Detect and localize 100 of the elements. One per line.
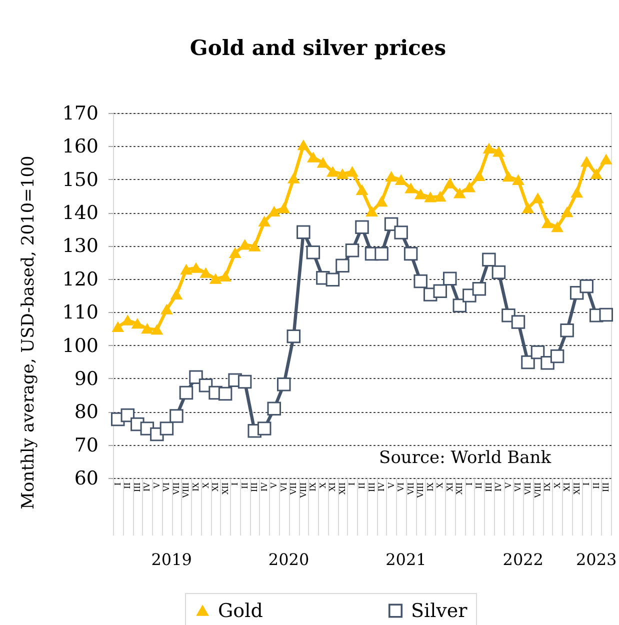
point — [376, 196, 388, 207]
x-tick-label: XI — [445, 482, 454, 492]
point — [464, 182, 476, 192]
x-tick-label: II — [358, 482, 366, 489]
y-tick-label: 140 — [62, 202, 98, 224]
point — [474, 171, 485, 182]
y-tick-label: 170 — [62, 102, 98, 124]
point — [278, 203, 290, 214]
point — [424, 192, 436, 202]
x-tick-label: IX — [308, 482, 318, 492]
x-tick-label: IX — [426, 482, 435, 492]
x-tick-label: I — [348, 482, 357, 486]
point — [599, 308, 613, 322]
text: 2019 — [151, 550, 192, 569]
point — [386, 172, 397, 182]
point — [532, 193, 544, 204]
point — [530, 345, 545, 360]
text: 2022 — [502, 550, 544, 569]
point — [345, 244, 360, 258]
y-tick-label: 150 — [62, 168, 98, 191]
point — [257, 422, 272, 436]
point — [443, 272, 457, 286]
text: 2023 — [576, 550, 617, 569]
point — [404, 246, 418, 261]
x-tick-label: X — [318, 482, 328, 488]
y-tick-label: 80 — [74, 401, 98, 424]
point — [600, 154, 612, 164]
point — [346, 166, 358, 177]
point — [151, 324, 163, 335]
point — [512, 175, 524, 185]
x-tick-label: V — [504, 482, 513, 490]
x-tick-label: V — [270, 482, 279, 490]
text: 2021 — [386, 550, 426, 569]
point — [560, 323, 574, 338]
x-tick-label: IV — [494, 482, 504, 492]
point — [306, 245, 320, 260]
x-tick-label: II — [240, 482, 250, 489]
x-tick-label: I — [230, 482, 240, 486]
x-tick-label: II — [123, 482, 132, 489]
point — [170, 290, 182, 300]
point — [452, 298, 467, 312]
chart-title: Gold and silver prices — [190, 35, 446, 60]
point — [336, 169, 348, 180]
point — [248, 241, 260, 252]
point — [394, 226, 408, 240]
point — [366, 206, 378, 217]
point — [521, 355, 535, 370]
point — [590, 169, 602, 180]
x-tick-label: V — [152, 482, 162, 490]
y-tick-label: 60 — [74, 468, 98, 490]
x-tick-label: VI — [279, 482, 288, 492]
point — [122, 315, 134, 326]
point — [286, 329, 301, 344]
point — [268, 206, 280, 217]
point — [277, 378, 291, 392]
point — [492, 265, 506, 280]
point — [483, 144, 495, 154]
x-tick-label: VII — [172, 482, 181, 496]
x-tick-label: IV — [260, 482, 269, 492]
legend-label: Silver — [411, 600, 468, 622]
x-tick-label: XI — [562, 482, 572, 492]
x-tick-label: I — [582, 482, 592, 486]
point — [190, 262, 202, 273]
point — [571, 188, 582, 198]
point — [267, 402, 281, 416]
x-tick-label: X — [201, 482, 210, 488]
x-tick-label: VIII — [182, 482, 191, 499]
point — [550, 349, 564, 364]
point — [327, 166, 338, 177]
x-tick-label: IV — [377, 482, 386, 492]
x-tick-label: VIII — [298, 482, 308, 499]
point — [229, 248, 241, 258]
point — [482, 252, 496, 267]
point — [180, 264, 192, 275]
point — [414, 189, 426, 200]
x-tick-label: XII — [455, 482, 464, 495]
point — [580, 279, 594, 294]
point — [161, 304, 172, 314]
y-axis-title: Monthly average, USD-based, 2010=100 — [18, 156, 38, 510]
point — [511, 315, 526, 329]
y-tick-label: 70 — [74, 434, 98, 456]
point — [433, 284, 447, 298]
x-tick-label: XI — [211, 482, 220, 492]
x-tick-label: XII — [338, 482, 347, 495]
point — [580, 156, 592, 167]
point — [288, 173, 300, 184]
x-tick-label: VIII — [416, 482, 426, 499]
x-tick-label: V — [386, 482, 396, 490]
point — [454, 188, 466, 198]
point — [112, 322, 124, 332]
point — [210, 274, 222, 284]
x-tick-label: III — [367, 482, 376, 492]
y-tick-label: 160 — [62, 136, 98, 158]
legend-label: Gold — [218, 600, 263, 622]
x-tick-label: I — [113, 482, 122, 486]
x-tick-label: II — [474, 482, 484, 489]
x-tick-label: VIII — [533, 482, 542, 499]
x-tick-label: VI — [162, 482, 172, 492]
point — [296, 225, 310, 239]
x-tick-label: VI — [514, 482, 523, 492]
